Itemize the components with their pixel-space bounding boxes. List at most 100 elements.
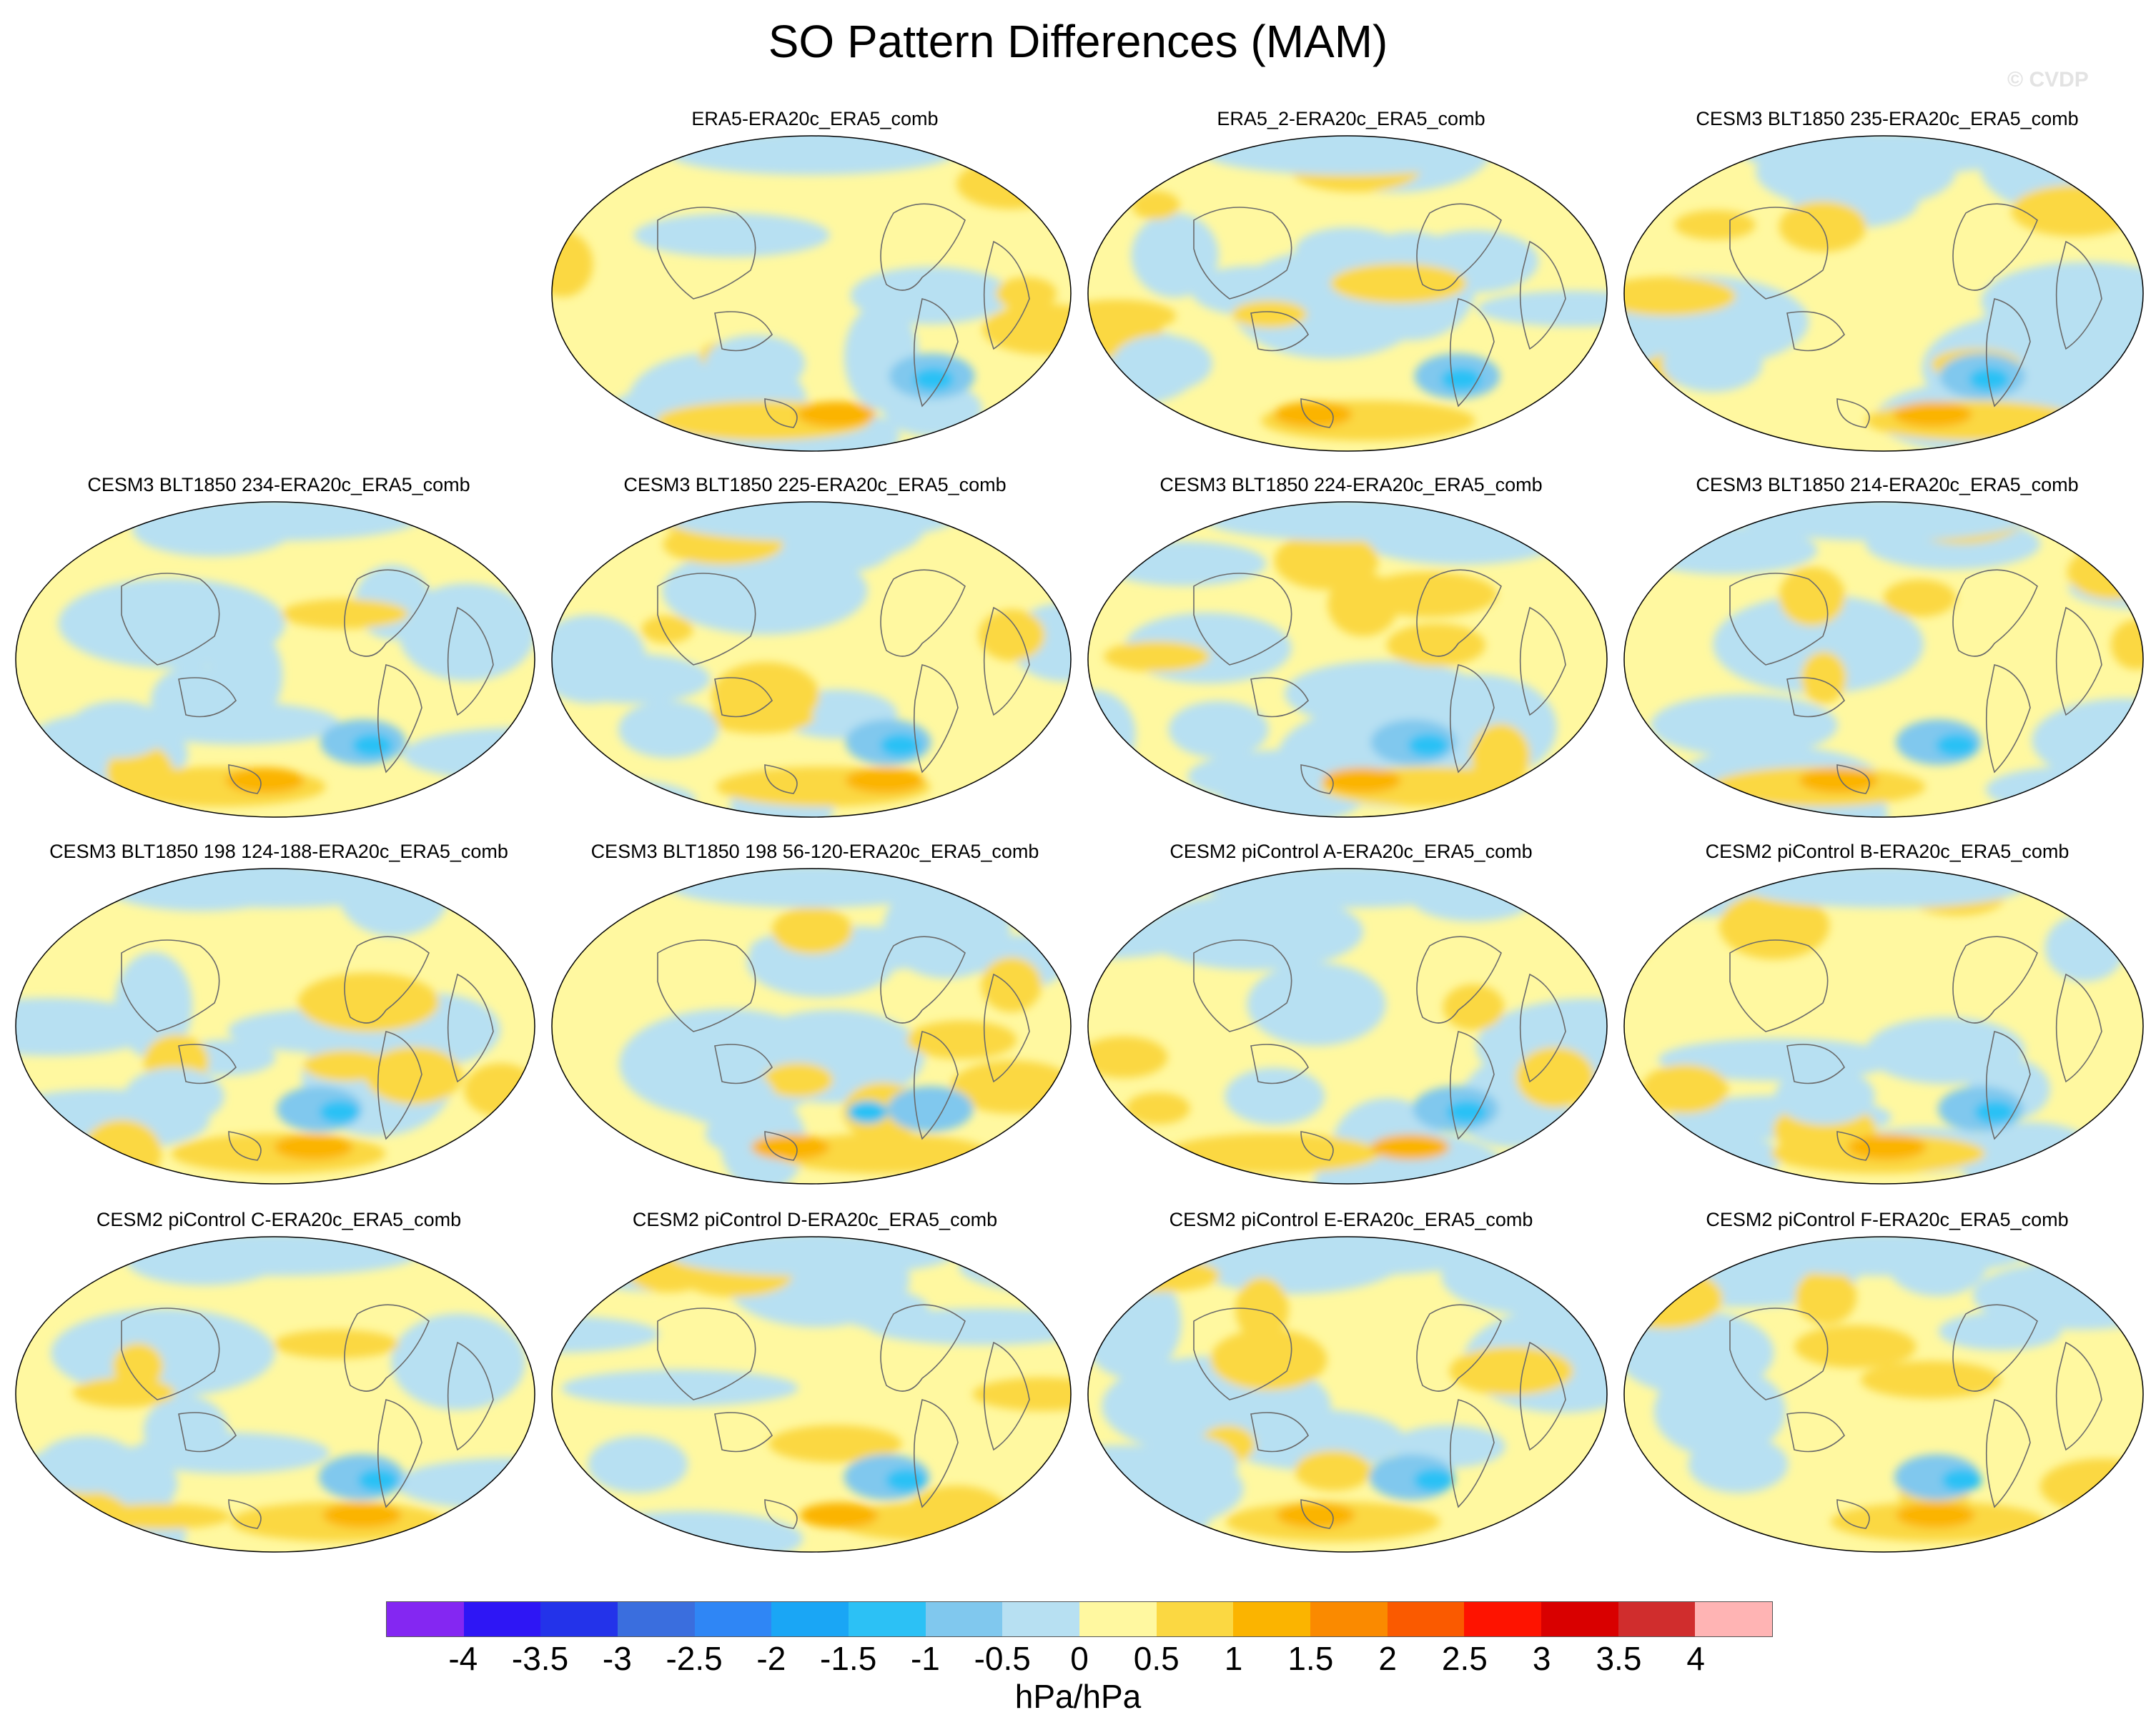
robinson-map bbox=[1623, 135, 2144, 452]
contour-region bbox=[1936, 733, 1977, 757]
robinson-map bbox=[1087, 868, 1608, 1185]
contour-region bbox=[1104, 641, 1210, 672]
coastline bbox=[657, 207, 756, 300]
contour-region bbox=[762, 1062, 834, 1097]
robinson-map bbox=[551, 501, 1072, 818]
contour-region bbox=[880, 733, 921, 757]
coastline bbox=[913, 1399, 959, 1508]
coastline bbox=[2055, 606, 2102, 716]
contour-region bbox=[274, 1134, 353, 1160]
colorbar-tick-label: -1.5 bbox=[820, 1640, 877, 1677]
contour-region bbox=[398, 583, 535, 681]
coastline bbox=[121, 573, 220, 666]
contour-region bbox=[913, 367, 954, 391]
coastline bbox=[228, 1131, 262, 1161]
contour-region bbox=[1210, 1328, 1327, 1390]
coastline bbox=[1416, 203, 1502, 291]
contour-region bbox=[1322, 767, 1401, 794]
coastline bbox=[1250, 311, 1309, 352]
colorbar-tick-label: -2 bbox=[756, 1640, 786, 1677]
contour-region bbox=[1541, 869, 1607, 907]
contour-region bbox=[887, 1086, 974, 1132]
contour-region bbox=[1247, 962, 1386, 1046]
coastline bbox=[913, 298, 959, 407]
contour-region bbox=[552, 231, 593, 297]
contour-region bbox=[225, 767, 305, 794]
map-border bbox=[551, 868, 1072, 1185]
contour-region bbox=[552, 1518, 603, 1552]
coastline bbox=[1449, 1031, 1495, 1140]
contour-region bbox=[1779, 567, 1846, 626]
colorbar-tick-label: -4 bbox=[448, 1640, 478, 1677]
coastline bbox=[377, 1399, 422, 1508]
coastline bbox=[1985, 664, 2031, 773]
coastline bbox=[1836, 1499, 1870, 1529]
contour-region bbox=[16, 997, 162, 1056]
coastline bbox=[913, 664, 959, 773]
coastline bbox=[1786, 677, 1845, 718]
coastline bbox=[1193, 573, 1292, 666]
map-panel: CESM3 BLT1850 198 56-120-ERA20c_ERA5_com… bbox=[550, 840, 1079, 1190]
map-panel: ERA5-ERA20c_ERA5_comb bbox=[550, 107, 1079, 458]
contour-region bbox=[1624, 1510, 1711, 1552]
colorbar-tick-label: 1 bbox=[1224, 1640, 1243, 1677]
contour-region bbox=[588, 1435, 688, 1493]
map-border bbox=[1623, 1236, 2144, 1553]
contour-region bbox=[1273, 401, 1353, 427]
coastline bbox=[1985, 1399, 2031, 1508]
coastline bbox=[1300, 764, 1334, 794]
contour-region bbox=[799, 1502, 879, 1528]
colorbar-swatch bbox=[387, 1602, 464, 1636]
panel-title: CESM2 piControl B-ERA20c_ERA5_comb bbox=[1705, 841, 2070, 862]
coastline bbox=[1193, 939, 1292, 1032]
coastline bbox=[447, 1341, 494, 1451]
contour-region bbox=[978, 609, 1045, 661]
colorbar-swatch bbox=[1464, 1602, 1542, 1636]
robinson-map bbox=[551, 135, 1072, 452]
coastline bbox=[1952, 569, 2038, 657]
contour-region bbox=[674, 1067, 775, 1125]
contour-region bbox=[1719, 891, 1830, 960]
contour-region bbox=[17, 1489, 134, 1552]
robinson-map bbox=[1087, 135, 1608, 452]
contour-region bbox=[906, 1020, 1017, 1059]
contour-region bbox=[1477, 290, 1607, 327]
map-border bbox=[15, 868, 535, 1185]
contour-region bbox=[2111, 620, 2143, 670]
contour-region bbox=[1330, 263, 1467, 304]
contour-region bbox=[972, 1377, 1071, 1411]
contour-region bbox=[1205, 136, 1490, 175]
map-border bbox=[1623, 501, 2144, 818]
contour-region bbox=[88, 1503, 231, 1530]
colorbar-tick-label: 4 bbox=[1686, 1640, 1706, 1677]
contour-region bbox=[1131, 212, 1219, 298]
coastline bbox=[657, 573, 756, 666]
contour-region bbox=[1893, 401, 1972, 427]
contour-region bbox=[1166, 1133, 1381, 1174]
contour-region bbox=[1662, 335, 1763, 392]
contour-region bbox=[956, 159, 1065, 209]
map-border bbox=[15, 1236, 535, 1553]
coastline bbox=[1786, 311, 1845, 352]
map-border bbox=[1087, 501, 1608, 818]
robinson-map bbox=[1087, 501, 1608, 818]
coastline bbox=[1519, 973, 1566, 1083]
contour-region bbox=[37, 1435, 138, 1493]
contour-region bbox=[1443, 984, 1505, 1031]
contour-region bbox=[751, 1134, 830, 1160]
contour-region bbox=[143, 1395, 228, 1465]
colorbar-tick-label: 0 bbox=[1070, 1640, 1089, 1677]
coastline bbox=[1519, 1341, 1566, 1451]
coastline bbox=[344, 936, 430, 1024]
map-border bbox=[551, 135, 1072, 452]
coastline bbox=[657, 939, 756, 1032]
map-border bbox=[1623, 868, 2144, 1185]
contour-region bbox=[641, 616, 693, 643]
colorbar-swatch bbox=[540, 1602, 618, 1636]
colorbar-swatch bbox=[618, 1602, 695, 1636]
coastline bbox=[447, 973, 494, 1083]
colorbar-units-label: hPa/hPa bbox=[1014, 1678, 1142, 1715]
coastline bbox=[1300, 1499, 1334, 1529]
contour-region bbox=[1774, 1067, 1875, 1125]
coastline bbox=[1519, 240, 1566, 350]
